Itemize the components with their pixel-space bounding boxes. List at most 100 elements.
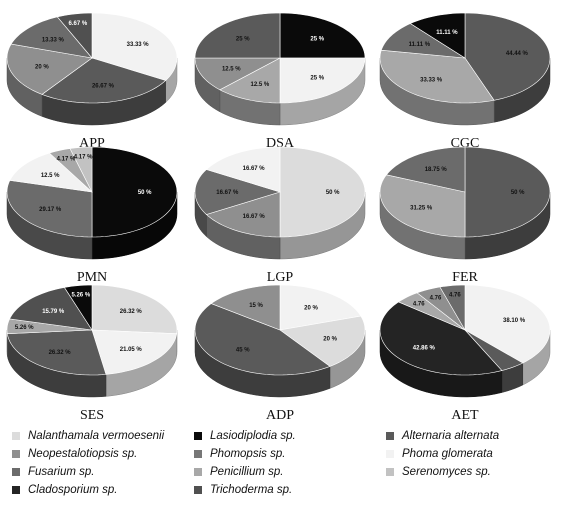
legend-label: Fusarium sp.	[28, 466, 95, 478]
pie-percent-label: 45 %	[236, 348, 250, 354]
pie-aet: 38.10 % 42.86 % 4.76 4.76 4.76 AET	[379, 284, 551, 420]
pie-dsa: 25 %25 %12.5 %12.5 %25 %DSA	[194, 12, 366, 151]
pie-slice-penicillium-sp-	[379, 174, 466, 238]
pie-slice-fusarium-sp-	[439, 284, 466, 332]
legend-label: Serenomyces sp.	[402, 466, 491, 478]
pie-slice-phoma-glomerata	[279, 57, 366, 104]
pie-percent-label: 13.33 %	[42, 37, 65, 43]
pie-percent-label: 21.05 %	[120, 347, 143, 353]
pie-group-label: ADP	[266, 408, 294, 420]
legend-swatch	[12, 450, 20, 458]
pie-percent-label: 20 %	[304, 305, 318, 311]
legend-swatch	[386, 432, 394, 440]
pie-slice-alternaria-alternata	[6, 329, 107, 376]
pie-group-label: FER	[452, 270, 478, 285]
pie-adp: 20 % 20 % 45 % 15 % ADP	[194, 284, 366, 420]
pie-slice-alternaria-alternata	[464, 329, 524, 371]
pie-percent-label: 12.5 %	[222, 67, 241, 73]
pie-percent-label: 20 %	[323, 337, 337, 343]
pie-slice-neopestalotiopsis-sp-	[416, 286, 466, 331]
legend-swatch	[12, 468, 20, 476]
pie-percent-label: 16.67 %	[216, 190, 239, 196]
pie-slice-fusarium-sp-	[194, 169, 282, 215]
pie-percent-label: 11.11 %	[409, 42, 431, 48]
legend-label: Nalanthamala vermoesenii	[28, 430, 165, 442]
pie-slice-phoma-glomerata	[205, 146, 281, 193]
pie-slice-phoma-glomerata	[91, 12, 178, 81]
pie-percent-label: 12.5 %	[41, 173, 60, 179]
legend-item: Nalanthamala vermoesenii	[12, 428, 164, 444]
pie-percent-label: 15 %	[249, 303, 263, 309]
pie-slice-fusarium-sp-	[380, 23, 466, 59]
pie-slice-cladosporium-sp-	[379, 301, 503, 376]
legend-item: Phoma glomerata	[386, 446, 493, 462]
pie-slice-nalanthamala-vermoesenii	[91, 284, 178, 335]
pie-slice-alternaria-alternata	[41, 57, 167, 104]
legend-label: Phoma glomerata	[402, 448, 493, 460]
pie-group-label: AET	[451, 408, 479, 420]
pie-percent-label: 33.33 %	[420, 77, 443, 83]
chart-legend: Nalanthamala vermoesenii Lasiodiplodia sp…	[6, 428, 558, 502]
pie-percent-label: 31.25 %	[410, 206, 433, 212]
pie-percent-label: 4.17 %	[57, 157, 76, 163]
legend-item: Alternaria alternata	[386, 428, 499, 444]
pie-percent-label: 16.67 %	[243, 166, 266, 172]
legend-label: Trichoderma sp.	[210, 484, 293, 496]
legend-swatch	[12, 432, 20, 440]
legend-item: Lasiodiplodia sp.	[194, 428, 296, 444]
legend-swatch	[12, 486, 20, 494]
pie-percent-label: 5.26 %	[71, 292, 90, 298]
legend-item: Cladosporium sp.	[12, 482, 117, 498]
pie-percent-label: 29.17 %	[39, 207, 62, 213]
pie-app: 33.33 %26.67 %20 %13.33 %6.67 %APP	[6, 12, 178, 151]
pie-slice-phoma-glomerata	[279, 284, 362, 331]
pie-pmn: 50 % 29.17 % 12.5 % 4.17 %4.17 % PMN	[6, 146, 178, 285]
pie-slice-neopestalotiopsis-sp-	[205, 191, 281, 238]
pie-percent-label: 4.17 %	[74, 154, 93, 160]
pie-lgp: 50 % 16.67 % 16.67 % 16.67 % LGP	[194, 146, 366, 285]
pie-percent-label: 4.76	[413, 302, 425, 308]
pie-percent-label: 25 %	[236, 36, 250, 42]
pie-slice-phoma-glomerata	[91, 329, 178, 375]
pie-percent-label: 50 %	[326, 190, 340, 196]
legend-label: Phomopsis sp.	[210, 448, 286, 460]
pie-slice-penicillium-sp-	[219, 57, 281, 104]
pie-percent-label: 25 %	[310, 76, 324, 82]
pie-percent-label: 26.32 %	[120, 309, 143, 315]
pie-group-label: SES	[80, 408, 104, 420]
legend-label: Cladosporium sp.	[28, 484, 118, 496]
legend-label: Lasiodiplodia sp.	[210, 430, 296, 442]
pie-percent-label: 42.86 %	[413, 345, 436, 351]
legend-item: Neopestalotiopsis sp.	[12, 446, 137, 462]
pie-percent-label: 50 %	[511, 190, 525, 196]
pie-slice-penicillium-sp-	[379, 49, 495, 104]
pie-percent-label: 11.11 %	[436, 30, 458, 36]
legend-label: Penicillium sp.	[210, 466, 284, 478]
legend-swatch	[194, 450, 202, 458]
pie-slice-nalanthamala-vermoesenii	[279, 315, 366, 367]
pie-slice-alternaria-alternata	[464, 146, 551, 238]
pie-slice-neopestalotiopsis-sp-	[210, 284, 281, 331]
legend-item: Serenomyces sp.	[386, 464, 491, 480]
pie-percent-label: 18.75 %	[425, 167, 448, 173]
pie-percent-label: 50 %	[138, 190, 152, 196]
legend-item: Trichoderma sp.	[194, 482, 292, 498]
legend-swatch	[386, 450, 394, 458]
pie-slice-fusarium-sp-	[6, 180, 93, 238]
pie-percent-label: 12.5 %	[250, 82, 269, 88]
pie-group-label: LGP	[267, 270, 294, 285]
pie-percent-label: 26.32 %	[49, 350, 72, 356]
pie-slice-lasiodiplodia-sp-	[409, 12, 466, 59]
legend-swatch	[194, 486, 202, 494]
pie-percent-label: 20 %	[35, 65, 49, 71]
pie-slice-alternaria-alternata	[194, 303, 331, 376]
pie-slice-serenomyces-sp-	[69, 146, 93, 193]
pie-slice-lasiodiplodia-sp-	[91, 146, 178, 238]
legend-item: Phomopsis sp.	[194, 446, 285, 462]
pie-slice-alternaria-alternata	[194, 12, 281, 59]
pie-slice-penicillium-sp-	[48, 148, 93, 193]
pie-slice-lasiodiplodia-sp-	[279, 12, 366, 59]
pie-ses: 26.32 % 21.05 % 26.32 % 5.26 % 15.79 % 5.26 %…	[6, 284, 178, 420]
pie-slice-neopestalotiopsis-sp-	[6, 43, 93, 95]
